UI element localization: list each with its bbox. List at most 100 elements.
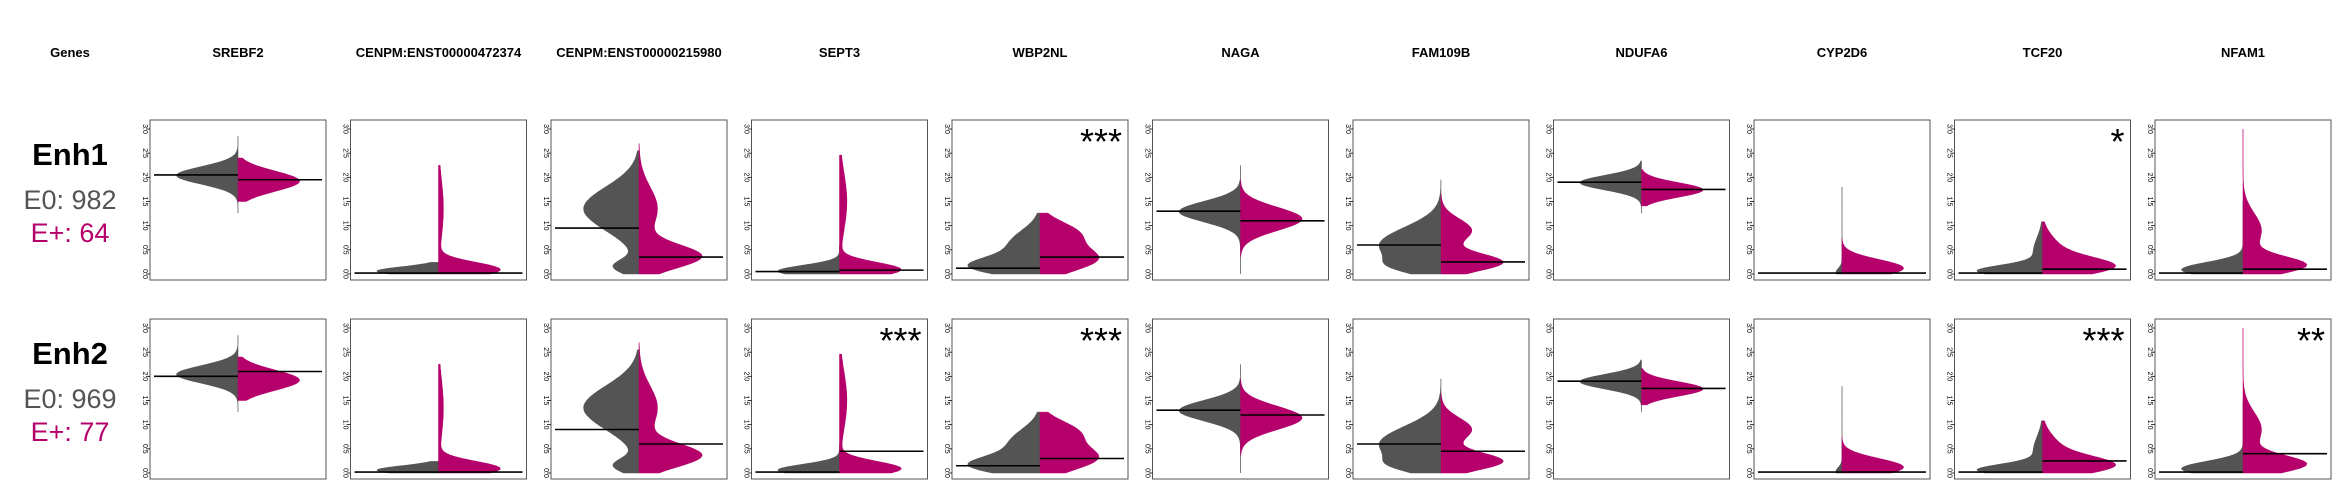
ytick-label-0-3-6: 3.0	[743, 124, 750, 134]
ytick-label-0-5-3: 1.5	[1144, 197, 1151, 207]
ytick-label-0-8-1: 0.5	[1745, 245, 1752, 255]
ytick-label-0-4-6: 3.0	[943, 124, 950, 134]
ytick-label-0-5-2: 1.0	[1144, 221, 1151, 231]
ytick-label-1-1-5: 2.5	[342, 347, 349, 357]
violin-eplus-0-8	[1841, 237, 1904, 275]
ytick-label-0-6-2: 1.0	[1344, 221, 1351, 231]
ytick-label-1-10-3: 1.5	[2146, 396, 2153, 406]
ytick-label-1-0-1: 0.5	[141, 444, 148, 454]
ytick-label-1-2-4: 2.0	[542, 371, 549, 381]
ytick-label-1-0-4: 2.0	[141, 371, 148, 381]
ytick-label-1-8-2: 1.0	[1745, 420, 1752, 430]
ytick-label-0-8-4: 2.0	[1745, 172, 1752, 182]
ytick-label-0-9-1: 0.5	[1946, 245, 1953, 255]
ytick-label-0-4-5: 2.5	[943, 148, 950, 158]
ytick-label-1-7-3: 1.5	[1545, 396, 1552, 406]
ytick-label-0-0-1: 0.5	[141, 245, 148, 255]
significance-1-10: **	[2297, 320, 2325, 361]
ytick-label-1-8-4: 2.0	[1745, 371, 1752, 381]
violin-e0-0-6	[1378, 179, 1442, 275]
violin-eplus-1-10	[2242, 328, 2308, 474]
ytick-label-0-7-4: 2.0	[1545, 172, 1552, 182]
ytick-label-1-3-1: 0.5	[743, 444, 750, 454]
ytick-label-1-2-2: 1.0	[542, 420, 549, 430]
ytick-label-0-7-2: 1.0	[1545, 221, 1552, 231]
ytick-label-1-7-1: 0.5	[1545, 444, 1552, 454]
violin-eplus-0-5	[1240, 179, 1303, 257]
gene-header-9: TCF20	[2022, 45, 2063, 60]
ytick-label-1-6-5: 2.5	[1344, 347, 1351, 357]
significance-1-4: ***	[1080, 320, 1122, 361]
ytick-label-0-0-4: 2.0	[141, 172, 148, 182]
ytick-label-1-5-2: 1.0	[1144, 420, 1151, 430]
gene-header-3: SEPT3	[818, 45, 861, 60]
ytick-label-1-3-2: 1.0	[743, 420, 750, 430]
ytick-label-1-2-6: 3.0	[542, 323, 549, 333]
ytick-label-0-0-5: 2.5	[141, 148, 148, 158]
ytick-label-0-9-3: 1.5	[1946, 197, 1953, 207]
ytick-label-1-3-6: 3.0	[743, 323, 750, 333]
gene-header-1: CENPM:ENST00000472374	[355, 45, 522, 60]
ytick-label-1-0-2: 1.0	[141, 420, 148, 430]
gene-header-0: SREBF2	[212, 45, 264, 60]
ytick-label-1-0-5: 2.5	[141, 347, 148, 357]
ytick-label-0-7-1: 0.5	[1545, 245, 1552, 255]
ytick-label-0-2-3: 1.5	[542, 197, 549, 207]
ytick-label-1-5-3: 1.5	[1144, 396, 1151, 406]
violin-eplus-1-2	[638, 342, 703, 474]
row-eplus-count-0: E+: 64	[30, 218, 110, 248]
gene-header-5: NAGA	[1221, 45, 1260, 60]
violin-e0-1-9	[1976, 420, 2043, 474]
ytick-label-1-2-5: 2.5	[542, 347, 549, 357]
ytick-label-1-10-0: 0.0	[2146, 468, 2153, 478]
violin-e0-0-1	[376, 262, 439, 275]
ytick-label-1-4-0: 0.0	[943, 468, 950, 478]
ytick-label-1-8-5: 2.5	[1745, 347, 1752, 357]
violin-eplus-1-7	[1641, 368, 1704, 406]
ytick-label-1-9-5: 2.5	[1946, 347, 1953, 357]
ytick-label-1-7-2: 1.0	[1545, 420, 1552, 430]
ytick-label-1-8-3: 1.5	[1745, 396, 1752, 406]
ytick-label-0-0-2: 1.0	[141, 221, 148, 231]
ytick-label-1-1-4: 2.0	[342, 371, 349, 381]
ytick-label-1-7-4: 2.0	[1545, 371, 1552, 381]
ytick-label-0-1-1: 0.5	[342, 245, 349, 255]
ytick-label-1-3-4: 2.0	[743, 371, 750, 381]
ytick-label-1-3-0: 0.0	[743, 468, 750, 478]
ytick-label-1-10-6: 3.0	[2146, 323, 2153, 333]
ytick-label-0-9-5: 2.5	[1946, 148, 1953, 158]
ytick-label-0-8-3: 1.5	[1745, 197, 1752, 207]
violin-e0-1-7	[1579, 359, 1642, 413]
ytick-label-0-8-0: 0.0	[1745, 269, 1752, 279]
significance-0-4: ***	[1080, 121, 1122, 162]
ytick-label-0-9-6: 3.0	[1946, 124, 1953, 134]
ytick-label-1-0-3: 1.5	[141, 396, 148, 406]
ytick-label-1-10-1: 0.5	[2146, 444, 2153, 454]
ytick-label-1-8-1: 0.5	[1745, 444, 1752, 454]
row-e0-count-0: E0: 982	[23, 185, 117, 215]
ytick-label-0-9-2: 1.0	[1946, 221, 1953, 231]
ytick-label-1-1-1: 0.5	[342, 444, 349, 454]
violin-eplus-0-10	[2242, 129, 2308, 275]
ytick-label-1-5-4: 2.0	[1144, 371, 1151, 381]
ytick-label-1-7-6: 3.0	[1545, 323, 1552, 333]
violin-eplus-1-3	[839, 353, 902, 474]
ytick-label-0-4-3: 1.5	[943, 197, 950, 207]
ytick-label-1-1-2: 1.0	[342, 420, 349, 430]
ytick-label-1-5-6: 3.0	[1144, 323, 1151, 333]
ytick-label-0-5-1: 0.5	[1144, 245, 1151, 255]
gene-header-10: NFAM1	[2220, 45, 2266, 60]
gene-header-2: CENPM:ENST00000215980	[556, 45, 722, 60]
ytick-label-1-9-1: 0.5	[1946, 444, 1953, 454]
ytick-label-1-4-5: 2.5	[943, 347, 950, 357]
ytick-label-1-6-0: 0.0	[1344, 468, 1351, 478]
violin-eplus-0-2	[638, 143, 703, 275]
ytick-label-1-10-2: 1.0	[2146, 420, 2153, 430]
ytick-label-1-6-1: 0.5	[1344, 444, 1351, 454]
ytick-label-1-5-5: 2.5	[1144, 347, 1151, 357]
ytick-label-1-8-6: 3.0	[1745, 323, 1752, 333]
ytick-label-1-3-5: 2.5	[743, 347, 750, 357]
ytick-label-0-8-2: 1.0	[1745, 221, 1752, 231]
ytick-label-1-1-3: 1.5	[342, 396, 349, 406]
